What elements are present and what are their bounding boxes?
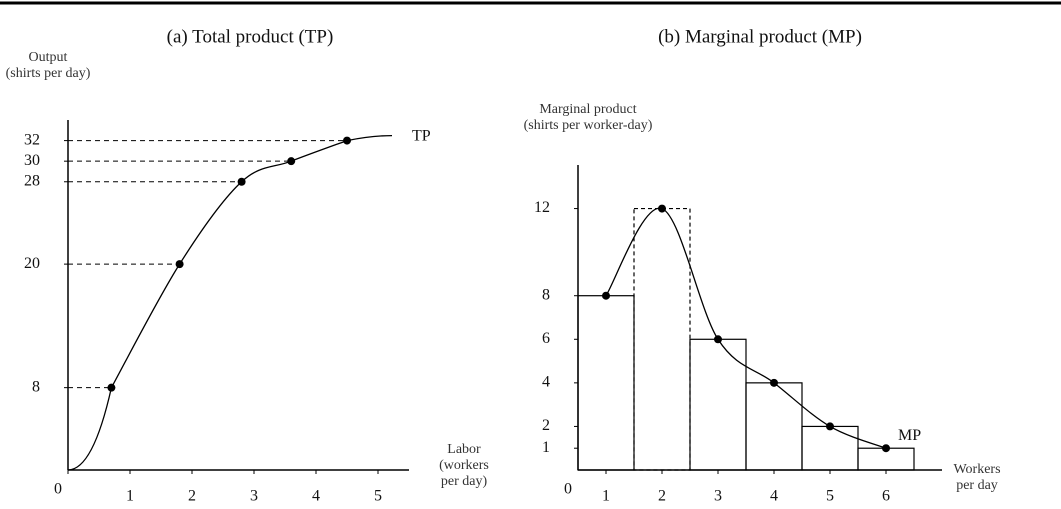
point <box>658 204 666 213</box>
point <box>287 157 296 166</box>
y-tick-label: 2 <box>542 417 550 434</box>
bar <box>801 425 859 471</box>
chart-title: (b) Marginal product (MP) <box>658 26 862 47</box>
series-label: MP <box>898 427 921 444</box>
bar <box>689 338 747 471</box>
point <box>714 335 722 344</box>
y-axis-label: Output <box>29 50 68 65</box>
x-tick-label: 2 <box>658 488 666 505</box>
y-tick-label: 28 <box>24 172 40 189</box>
curve-end <box>346 134 393 142</box>
x-tick-label: 5 <box>826 488 834 505</box>
x-tick-label: 2 <box>188 488 196 505</box>
y-tick-label: 8 <box>542 286 550 303</box>
curve-start <box>67 387 113 471</box>
y-tick-label: 12 <box>534 199 550 216</box>
x-tick-label: 3 <box>714 488 722 505</box>
y-tick-label: 4 <box>542 374 550 391</box>
series-label: TP <box>412 127 431 144</box>
x-axis-label: per day) <box>441 474 488 489</box>
y-tick-label: 20 <box>24 255 40 272</box>
y-axis-label: (shirts per worker-day) <box>524 118 653 133</box>
x-tick-label: 4 <box>312 488 320 505</box>
point <box>343 136 351 145</box>
y-tick-label: 6 <box>542 330 550 347</box>
x-axis-label: Workers <box>953 462 1000 477</box>
y-tick-label: 32 <box>24 131 40 148</box>
bar <box>745 382 803 471</box>
x-tick-label: 3 <box>250 488 258 505</box>
point <box>237 177 246 186</box>
y-tick-label: 30 <box>24 152 40 169</box>
x-tick-label: 5 <box>374 488 382 505</box>
y-axis-label: Marginal product <box>539 102 636 117</box>
x-tick-label: 1 <box>602 488 610 505</box>
bar <box>633 207 691 471</box>
bar <box>577 295 635 471</box>
x-tick-label: 4 <box>770 488 778 505</box>
x-axis-label: per day <box>956 478 998 493</box>
y-axis-label: (shirts per day) <box>6 66 91 81</box>
x-axis-label: Labor <box>447 442 481 457</box>
origin-label: 0 <box>564 481 572 498</box>
y-tick-label: 1 <box>542 439 550 456</box>
x-tick-label: 0 <box>54 481 62 498</box>
x-tick-label: 1 <box>126 488 134 505</box>
point <box>175 260 184 269</box>
point <box>770 378 778 387</box>
point <box>882 444 890 453</box>
point <box>602 291 610 300</box>
x-tick-label: 6 <box>882 488 890 505</box>
chart-title: (a) Total product (TP) <box>167 26 334 47</box>
point <box>107 383 116 392</box>
y-tick-label: 8 <box>32 378 40 395</box>
x-axis-label: (workers <box>439 458 489 473</box>
curve <box>110 139 348 388</box>
point <box>826 422 834 431</box>
